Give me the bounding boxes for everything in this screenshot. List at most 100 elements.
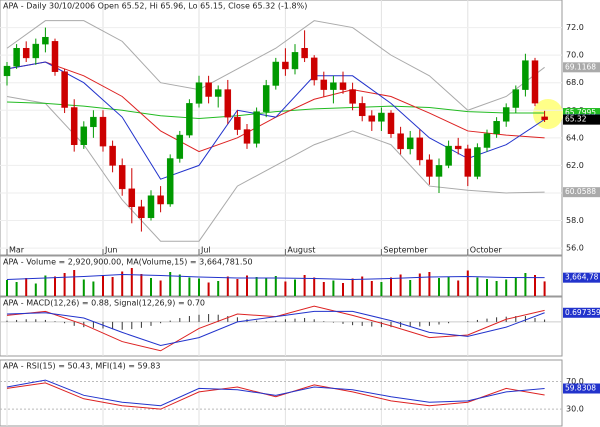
candle-body xyxy=(426,159,433,177)
last-value-box xyxy=(563,187,600,198)
volume-bar xyxy=(73,270,76,296)
x-tick-label: September xyxy=(383,246,428,255)
volume-bar xyxy=(294,279,296,296)
last-value-box xyxy=(563,307,600,318)
candle-body xyxy=(531,60,539,104)
candle-body xyxy=(51,41,59,72)
candle-body xyxy=(128,188,136,208)
last-value-label: 0.697359 xyxy=(565,308,600,317)
candle-body xyxy=(32,43,40,59)
panel-title: APA - Daily 30/10/2006 Open 65.52, Hi 65… xyxy=(3,2,307,11)
candle-body xyxy=(406,137,414,150)
candle-body xyxy=(234,116,241,130)
candle-body xyxy=(3,65,11,77)
volume-bar xyxy=(54,276,56,296)
volume-bar xyxy=(409,280,412,296)
macd-panel xyxy=(0,296,563,357)
candle-body xyxy=(13,47,20,67)
volume-bar xyxy=(466,270,469,296)
volume-bar xyxy=(438,278,440,296)
volume-bar xyxy=(303,275,306,296)
candle-body xyxy=(109,145,116,166)
candle-body xyxy=(387,112,395,134)
candle-body xyxy=(522,60,529,90)
candle-body xyxy=(243,129,251,144)
candle-body xyxy=(483,133,491,148)
candle-body xyxy=(454,145,462,150)
volume-bar xyxy=(102,275,104,296)
candle-body xyxy=(166,158,174,205)
indicator-line xyxy=(6,95,545,242)
volume-bar xyxy=(543,281,546,296)
candle-body xyxy=(493,121,500,134)
volume-bar xyxy=(322,282,325,296)
volume-bar xyxy=(524,273,527,296)
candle-body xyxy=(282,61,289,70)
volume-bar xyxy=(226,276,229,296)
volume-bar xyxy=(198,278,200,296)
last-value-label: 3,664,78 xyxy=(565,273,599,282)
x-tick-label: October xyxy=(470,246,503,255)
candle-body xyxy=(512,89,520,108)
last-value-label: 60.0588 xyxy=(565,187,596,196)
candle-body xyxy=(90,116,97,128)
volume-bar xyxy=(25,278,28,296)
candle-body xyxy=(368,115,376,122)
y-tick-label: 68.0 xyxy=(566,78,584,87)
volume-bar xyxy=(418,273,421,296)
candle-body xyxy=(445,145,452,166)
volume-bar xyxy=(476,277,479,296)
last-value-label: 65.32 xyxy=(565,115,587,124)
last-value-label: 65.7995 xyxy=(565,108,596,117)
candle-body xyxy=(291,52,299,70)
candle-body xyxy=(157,195,164,205)
indicator-line xyxy=(6,20,545,111)
candle-body xyxy=(320,79,328,90)
volume-bar xyxy=(34,283,37,296)
candle-body xyxy=(541,116,548,120)
volume-bar xyxy=(63,273,66,296)
volume-bar xyxy=(534,275,536,296)
candle-body xyxy=(310,57,318,81)
last-value-label: 69.1168 xyxy=(565,62,596,71)
candle-body xyxy=(99,116,107,147)
volume-bar xyxy=(92,281,95,296)
candle-body xyxy=(224,89,232,118)
volume-bar xyxy=(274,276,277,296)
indicator-line xyxy=(6,382,545,410)
volume-bar xyxy=(111,277,114,296)
volume-bar xyxy=(514,277,517,296)
volume-bar xyxy=(447,276,450,296)
candle-body xyxy=(435,165,443,177)
volume-bar xyxy=(505,279,508,296)
last-value-label: 59.8308 xyxy=(565,384,596,393)
indicator-line xyxy=(6,273,545,281)
volume-bar xyxy=(15,282,18,296)
volume-bar xyxy=(380,282,383,296)
last-value-box xyxy=(563,62,600,73)
candle-body xyxy=(214,89,222,97)
x-tick-label: August xyxy=(287,246,315,255)
volume-bar xyxy=(140,274,143,296)
candle-body xyxy=(22,47,30,59)
y-tick-label: 72.0 xyxy=(566,23,584,32)
volume-bar xyxy=(284,281,287,296)
candle-body xyxy=(186,103,193,136)
volume-bar xyxy=(130,268,133,296)
x-tick-label: Jul xyxy=(200,246,211,255)
volume-bar xyxy=(121,271,124,296)
y-tick-label: 70.0 xyxy=(566,51,584,60)
candle-body xyxy=(118,165,126,190)
indicator-line xyxy=(6,379,545,407)
candle-body xyxy=(253,111,260,144)
y-tick-label: 62.0 xyxy=(566,161,584,170)
volume-bar xyxy=(246,275,248,296)
volume-bar xyxy=(399,274,402,296)
volume-bar xyxy=(207,282,210,296)
panel-title: APA - Volume = 2,920,900.00, MA(Volume,1… xyxy=(3,258,253,267)
volume-bar xyxy=(495,281,498,296)
volume-bar xyxy=(351,278,354,296)
last-value-box xyxy=(563,383,600,394)
candle-body xyxy=(195,82,203,104)
